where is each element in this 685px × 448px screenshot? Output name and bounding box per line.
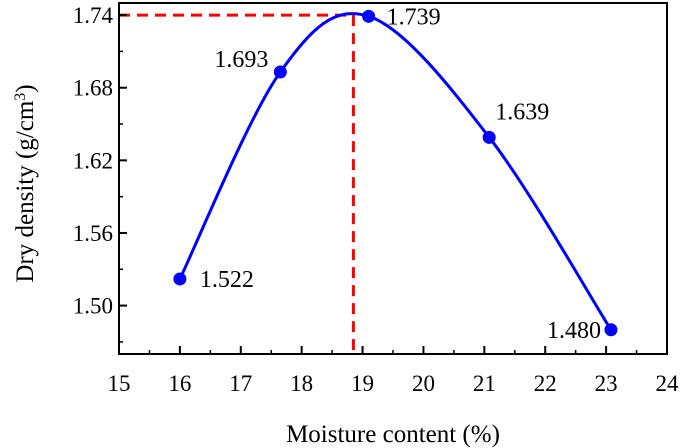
data-label: 1.739: [387, 4, 441, 30]
data-point: [273, 65, 287, 79]
data-label: 1.693: [214, 47, 268, 73]
x-tick-label: 15: [108, 371, 131, 396]
y-tick-label: 1.74: [73, 3, 114, 28]
y-axis-title-close: ): [12, 84, 39, 92]
y-tick-label: 1.62: [73, 148, 113, 173]
y-axis-ticks: 1.50 1.56 1.62 1.68 1.74: [73, 3, 127, 343]
x-tick-label: 16: [168, 371, 191, 396]
x-tick-label: 20: [412, 371, 435, 396]
y-axis-title-sup: 3: [12, 93, 29, 101]
data-label: 1.522: [200, 267, 254, 293]
y-tick-label: 1.56: [73, 221, 113, 246]
x-tick-label: 19: [351, 371, 374, 396]
data-point: [604, 323, 618, 337]
y-tick-label: 1.68: [73, 76, 113, 101]
y-tick-label: 1.50: [73, 294, 113, 319]
data-label: 1.480: [547, 318, 601, 344]
y-axis-title: Dry density (g/cm3): [12, 84, 40, 282]
data-point: [173, 272, 187, 286]
x-tick-label: 24: [656, 371, 680, 396]
optimum-guide-lines: [119, 13, 355, 354]
plot-frame: [118, 2, 668, 355]
data-label: 1.639: [495, 99, 549, 125]
data-point: [362, 9, 376, 23]
x-tick-label: 23: [595, 371, 618, 396]
x-axis-ticks: 15 16 17 18 19 20 21 22 23 24: [108, 346, 680, 396]
x-tick-label: 21: [473, 371, 496, 396]
data-point: [482, 130, 496, 144]
data-labels: 1.522 1.693 1.739 1.639 1.480: [200, 4, 601, 343]
y-axis-title-main: Dry density (g/cm: [12, 100, 39, 282]
x-axis-title: Moisture content (%): [286, 421, 500, 448]
data-points: [173, 9, 618, 337]
x-tick-label: 18: [290, 371, 313, 396]
x-tick-label: 22: [534, 371, 557, 396]
x-tick-label: 17: [229, 371, 252, 396]
